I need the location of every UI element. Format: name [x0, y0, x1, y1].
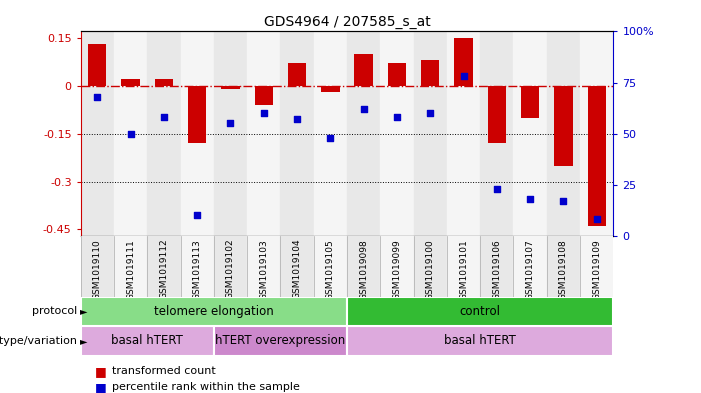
Point	[558, 198, 569, 204]
Bar	[347, 236, 381, 297]
Bar	[314, 236, 347, 297]
Bar	[214, 326, 347, 356]
Point	[391, 114, 402, 120]
Bar	[214, 31, 247, 236]
Text: GSM1019112: GSM1019112	[159, 239, 168, 299]
Bar	[81, 326, 214, 356]
Bar	[521, 86, 539, 118]
Point	[425, 110, 436, 116]
Bar	[414, 31, 447, 236]
Bar	[114, 31, 147, 236]
Bar	[181, 31, 214, 236]
Text: control: control	[460, 305, 501, 318]
Text: basal hTERT: basal hTERT	[444, 334, 516, 347]
Bar	[314, 31, 347, 236]
Bar	[147, 31, 181, 236]
Text: GSM1019100: GSM1019100	[426, 239, 435, 299]
Text: GSM1019108: GSM1019108	[559, 239, 568, 299]
Bar	[247, 236, 280, 297]
Bar	[347, 326, 613, 356]
Text: GSM1019104: GSM1019104	[292, 239, 301, 299]
Text: protocol: protocol	[32, 307, 77, 316]
Bar	[547, 236, 580, 297]
Text: GSM1019111: GSM1019111	[126, 239, 135, 299]
Text: ■: ■	[95, 365, 107, 378]
Bar	[514, 236, 547, 297]
Text: hTERT overexpression: hTERT overexpression	[215, 334, 346, 347]
Bar	[421, 60, 440, 86]
Text: GSM1019101: GSM1019101	[459, 239, 468, 299]
Bar	[321, 86, 339, 92]
Text: GSM1019106: GSM1019106	[492, 239, 501, 299]
Bar	[480, 236, 513, 297]
Text: genotype/variation: genotype/variation	[0, 336, 77, 346]
Bar	[554, 86, 573, 165]
Text: GSM1019099: GSM1019099	[393, 239, 402, 299]
Bar	[547, 31, 580, 236]
Bar	[81, 31, 114, 236]
Text: GSM1019107: GSM1019107	[526, 239, 535, 299]
Bar	[381, 31, 414, 236]
Bar	[580, 31, 613, 236]
Bar	[254, 86, 273, 105]
Point	[225, 120, 236, 127]
Bar	[388, 63, 406, 86]
Bar	[447, 31, 480, 236]
Text: GSM1019109: GSM1019109	[592, 239, 601, 299]
Bar	[81, 236, 114, 297]
Text: GSM1019102: GSM1019102	[226, 239, 235, 299]
Bar	[88, 44, 107, 86]
Text: GSM1019098: GSM1019098	[359, 239, 368, 299]
Text: ►: ►	[80, 307, 88, 316]
Bar	[247, 31, 280, 236]
Bar	[181, 236, 214, 297]
Bar	[81, 297, 347, 326]
Point	[191, 212, 203, 219]
Text: ■: ■	[95, 380, 107, 393]
Bar	[188, 86, 206, 143]
Bar	[454, 38, 472, 86]
Text: transformed count: transformed count	[112, 366, 216, 376]
Point	[524, 196, 536, 202]
Bar	[222, 86, 240, 89]
Bar	[288, 63, 306, 86]
Bar	[381, 236, 414, 297]
Bar	[280, 236, 314, 297]
Point	[458, 73, 469, 79]
Bar	[214, 236, 247, 297]
Text: percentile rank within the sample: percentile rank within the sample	[112, 382, 300, 392]
Text: basal hTERT: basal hTERT	[111, 334, 183, 347]
Bar	[114, 236, 147, 297]
Bar	[587, 86, 606, 226]
Bar	[447, 236, 480, 297]
Point	[158, 114, 170, 120]
Point	[292, 116, 303, 123]
Text: ►: ►	[80, 336, 88, 346]
Bar	[414, 236, 447, 297]
Point	[591, 216, 602, 222]
Bar	[155, 79, 173, 86]
Point	[125, 130, 136, 137]
Text: GSM1019110: GSM1019110	[93, 239, 102, 299]
Point	[325, 134, 336, 141]
Point	[258, 110, 269, 116]
Title: GDS4964 / 207585_s_at: GDS4964 / 207585_s_at	[264, 15, 430, 29]
Bar	[347, 297, 613, 326]
Bar	[121, 79, 139, 86]
Point	[491, 185, 503, 192]
Bar	[580, 236, 613, 297]
Bar	[280, 31, 314, 236]
Bar	[347, 31, 381, 236]
Text: GSM1019113: GSM1019113	[193, 239, 202, 299]
Text: GSM1019103: GSM1019103	[259, 239, 268, 299]
Bar	[147, 236, 181, 297]
Point	[358, 106, 369, 112]
Text: GSM1019105: GSM1019105	[326, 239, 335, 299]
Text: telomere elongation: telomere elongation	[154, 305, 273, 318]
Bar	[514, 31, 547, 236]
Point	[92, 94, 103, 100]
Bar	[480, 31, 513, 236]
Bar	[488, 86, 506, 143]
Bar	[355, 54, 373, 86]
